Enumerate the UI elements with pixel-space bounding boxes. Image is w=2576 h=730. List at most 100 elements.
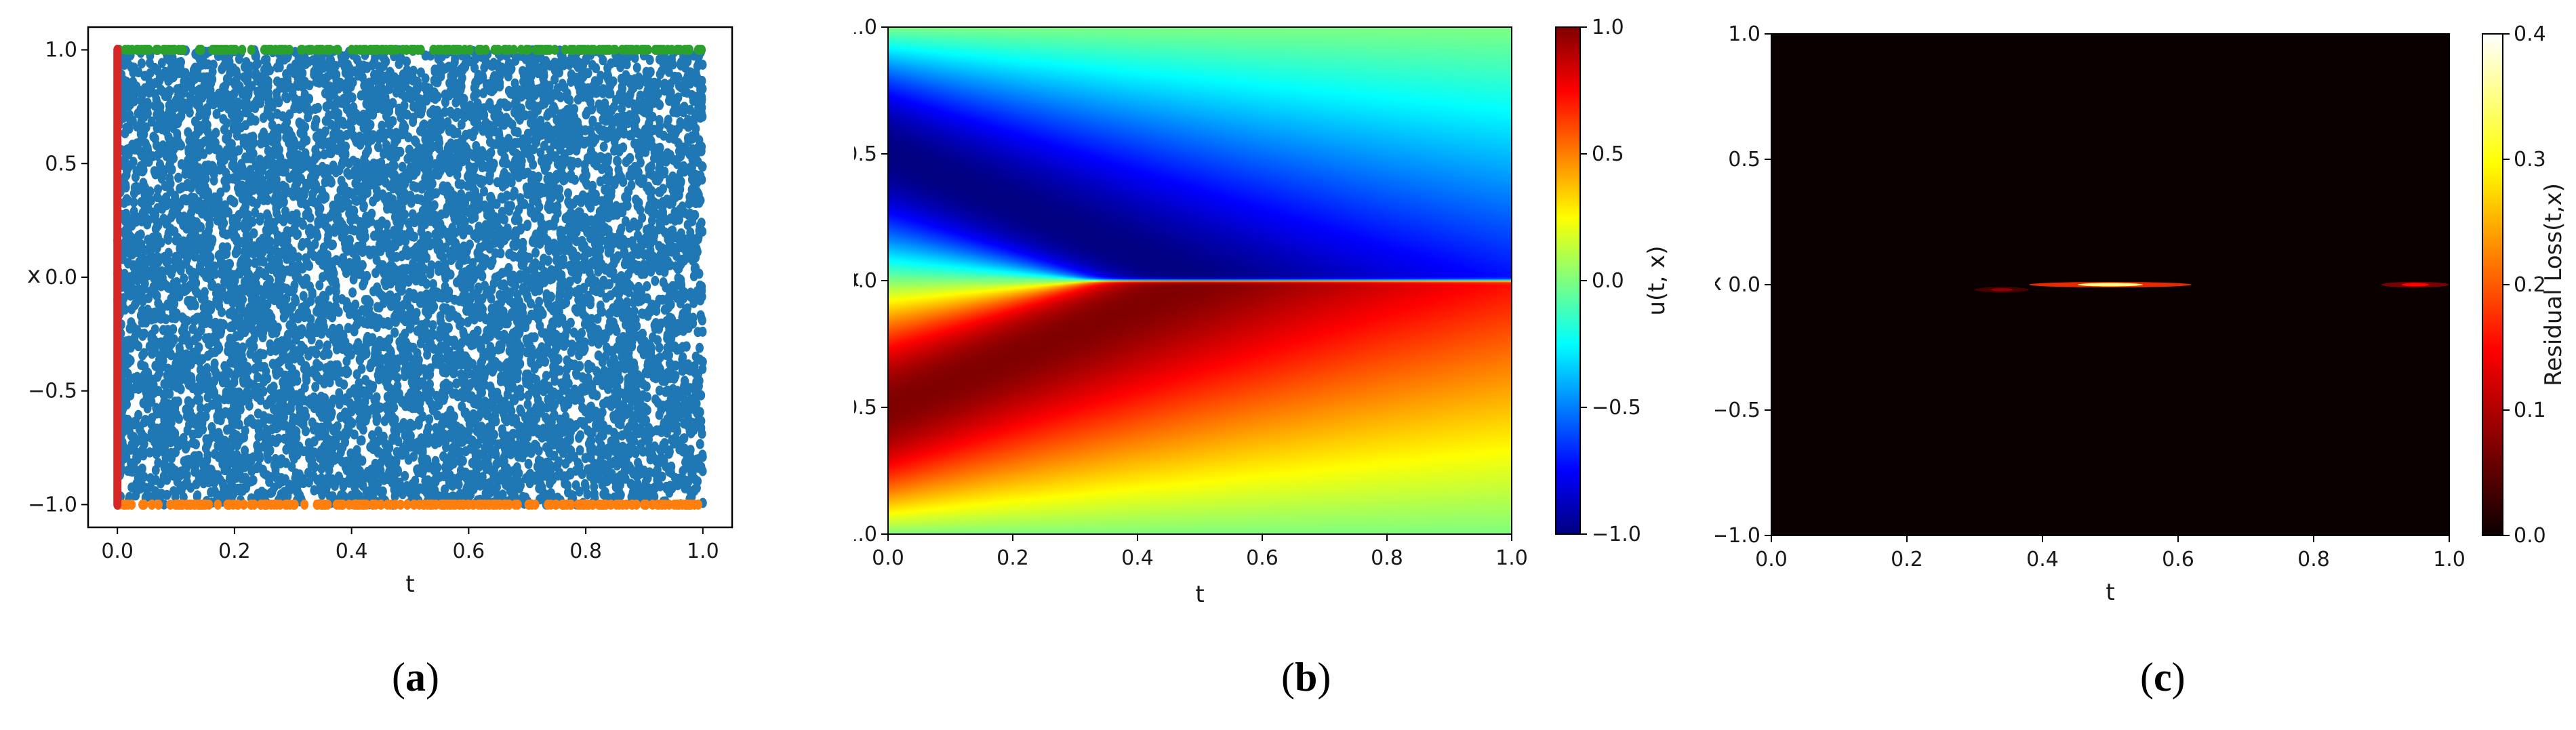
interior-point	[274, 433, 283, 444]
interior-point	[586, 402, 595, 413]
interior-point	[262, 288, 271, 299]
interior-point	[182, 164, 190, 175]
interior-point	[314, 102, 322, 113]
interior-point	[207, 347, 216, 358]
interior-point	[374, 142, 382, 153]
interior-point	[203, 228, 212, 239]
interior-point	[363, 135, 372, 146]
interior-point	[609, 268, 618, 279]
interior-point	[317, 445, 325, 456]
scatter-points-layer	[113, 45, 707, 510]
interior-point	[411, 137, 420, 147]
interior-point	[310, 485, 319, 495]
interior-point	[169, 123, 178, 134]
interior-point	[165, 388, 174, 399]
interior-point	[516, 404, 525, 415]
interior-point	[182, 223, 191, 234]
interior-point	[180, 273, 188, 284]
interior-point	[193, 490, 202, 501]
interior-point	[550, 74, 559, 85]
interior-point	[151, 465, 160, 476]
scatter-plot: 0.0 0.2 0.4 0.6 0.8 1.01.00.50.0−0.5−1.0tx	[27, 26, 733, 598]
interior-point	[453, 169, 462, 180]
interior-point	[123, 150, 132, 161]
interior-point	[153, 238, 161, 249]
interior-point	[581, 125, 590, 136]
interior-point	[134, 409, 143, 420]
interior-point	[247, 153, 256, 164]
interior-point	[344, 323, 353, 333]
interior-point	[129, 206, 138, 217]
interior-point	[586, 428, 595, 439]
interior-point	[413, 325, 422, 336]
interior-point	[123, 368, 132, 379]
interior-point	[488, 366, 497, 377]
interior-point	[294, 229, 302, 240]
interior-point	[311, 382, 320, 392]
interior-point	[454, 178, 463, 189]
interior-point	[439, 451, 447, 462]
interior-point	[564, 188, 572, 199]
interior-point	[479, 87, 488, 98]
interior-point	[578, 383, 586, 394]
interior-point	[348, 287, 357, 298]
interior-point	[498, 193, 507, 204]
interior-point	[380, 415, 389, 426]
interior-point	[256, 215, 264, 226]
interior-point	[226, 333, 235, 344]
interior-point	[300, 382, 309, 393]
interior-point	[282, 444, 291, 455]
interior-point	[470, 212, 479, 223]
interior-point	[612, 326, 621, 336]
interior-point	[349, 155, 358, 166]
interior-point	[540, 165, 549, 176]
interior-point	[138, 463, 146, 474]
interior-point	[150, 324, 159, 335]
interior-point	[550, 138, 559, 149]
interior-point	[505, 205, 514, 216]
interior-point	[259, 113, 268, 123]
interior-point	[523, 399, 532, 410]
interior-point	[313, 359, 321, 369]
interior-point	[416, 338, 425, 348]
interior-point	[679, 466, 687, 476]
interior-point	[583, 489, 592, 500]
interior-point	[249, 228, 258, 239]
interior-point	[480, 186, 488, 197]
interior-point	[474, 284, 483, 295]
interior-point	[698, 326, 707, 337]
interior-point	[656, 385, 664, 396]
interior-point	[610, 413, 618, 424]
interior-point	[192, 479, 201, 489]
interior-point	[504, 100, 512, 111]
interior-point	[322, 102, 331, 112]
interior-point	[289, 284, 298, 295]
interior-point	[207, 399, 216, 410]
interior-point	[588, 389, 597, 400]
interior-point	[358, 260, 367, 270]
interior-point	[574, 285, 583, 296]
interior-point	[526, 333, 535, 344]
interior-point	[151, 169, 160, 180]
interior-point	[425, 414, 434, 425]
interior-point	[632, 62, 641, 73]
interior-point	[575, 486, 584, 497]
interior-point	[453, 108, 462, 118]
interior-point	[698, 111, 707, 122]
interior-point	[487, 193, 496, 204]
interior-point	[129, 157, 138, 167]
interior-point	[454, 350, 462, 361]
interior-point	[283, 93, 291, 104]
interior-point	[251, 115, 260, 126]
interior-point	[291, 138, 300, 149]
interior-point	[337, 176, 346, 186]
interior-point	[676, 298, 685, 308]
interior-point	[286, 266, 295, 277]
interior-point	[253, 440, 262, 451]
interior-point	[456, 465, 465, 476]
interior-point	[561, 458, 570, 469]
interior-point	[405, 342, 414, 352]
interior-point	[369, 286, 378, 297]
interior-point	[618, 83, 627, 94]
interior-point	[345, 169, 353, 180]
